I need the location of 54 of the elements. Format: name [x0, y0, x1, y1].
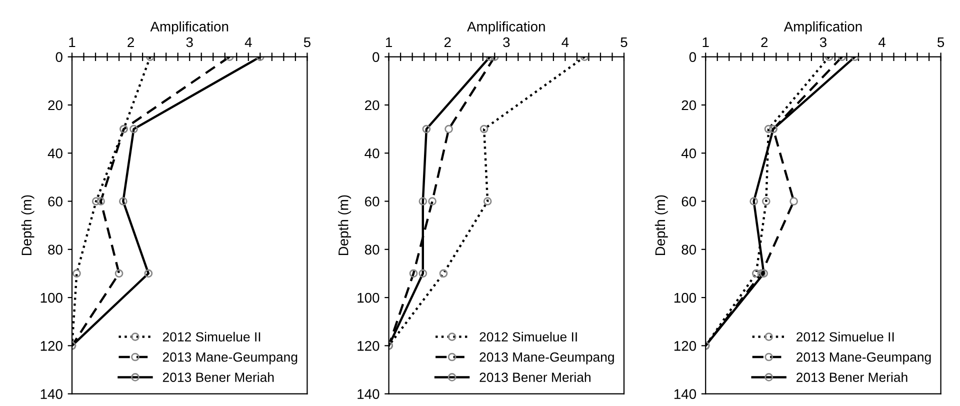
y-axis-title: Depth (m) [338, 195, 352, 256]
y-tick-label: 60 [682, 196, 696, 206]
x-tick-label: 1 [386, 37, 392, 48]
x-tick-label: 1 [702, 37, 709, 48]
y-tick-label: 100 [358, 292, 380, 303]
y-tick-label: 120 [40, 341, 62, 351]
legend-label: 2012 Simuelue II [796, 332, 894, 342]
y-tick-label: 60 [365, 196, 380, 206]
y-tick-label: 40 [681, 148, 696, 158]
x-tick-label: 2 [444, 37, 451, 48]
y-tick-label: 100 [674, 292, 696, 303]
x-tick-label: 3 [186, 37, 193, 48]
y-tick-label: 140 [40, 389, 62, 399]
y-tick-label: 40 [48, 148, 62, 158]
x-tick-label: 4 [562, 37, 569, 48]
legend-label: 2013 Bener Meriah [480, 372, 590, 382]
x-tick-label: 1 [69, 37, 76, 48]
x-tick-label: 2 [128, 37, 134, 48]
legend-label: 2013 Mane-Geumpang [162, 352, 298, 364]
y-tick-label: 80 [48, 244, 62, 255]
legend-label: 2013 Mane-Geumpang [796, 352, 931, 364]
legend-label: 2012 Simuelue II [480, 332, 577, 342]
x-tick-label: 4 [878, 37, 886, 48]
y-tick-label: 120 [674, 341, 696, 351]
y-tick-label: 120 [358, 341, 380, 351]
legend-label: 2013 Bener Meriah [162, 372, 274, 382]
x-axis-title: Amplification [784, 21, 862, 34]
x-tick-label: 5 [304, 37, 310, 48]
x-tick-label: 4 [244, 37, 252, 48]
y-tick-label: 140 [674, 389, 696, 399]
y-tick-label: 60 [48, 196, 62, 206]
y-tick-label: 140 [358, 389, 380, 399]
y-tick-label: 20 [365, 100, 380, 110]
legend-label: 2013 Mane-Geumpang [480, 352, 614, 364]
y-tick-label: 0 [689, 52, 696, 62]
x-axis-title: Amplification [467, 21, 545, 34]
y-tick-label: 40 [364, 148, 380, 158]
x-tick-label: 5 [620, 37, 628, 48]
y-tick-label: 0 [372, 52, 380, 62]
y-tick-label: 0 [56, 52, 62, 62]
y-tick-label: 80 [682, 244, 696, 255]
x-tick-label: 5 [937, 37, 944, 48]
y-tick-label: 80 [364, 244, 380, 255]
x-axis-title: Amplification [150, 21, 228, 34]
x-tick-label: 3 [503, 37, 510, 48]
y-tick-label: 20 [48, 100, 62, 110]
y-axis-title: Depth (m) [654, 195, 668, 256]
y-tick-label: 20 [682, 100, 696, 110]
legend-label: 2013 Bener Meriah [796, 372, 908, 382]
x-tick-label: 3 [820, 37, 826, 48]
y-axis-title: Depth (m) [21, 195, 34, 256]
legend-label: 2012 Simuelue II [162, 332, 260, 342]
x-tick-label: 2 [761, 37, 768, 48]
y-tick-label: 100 [40, 292, 62, 303]
